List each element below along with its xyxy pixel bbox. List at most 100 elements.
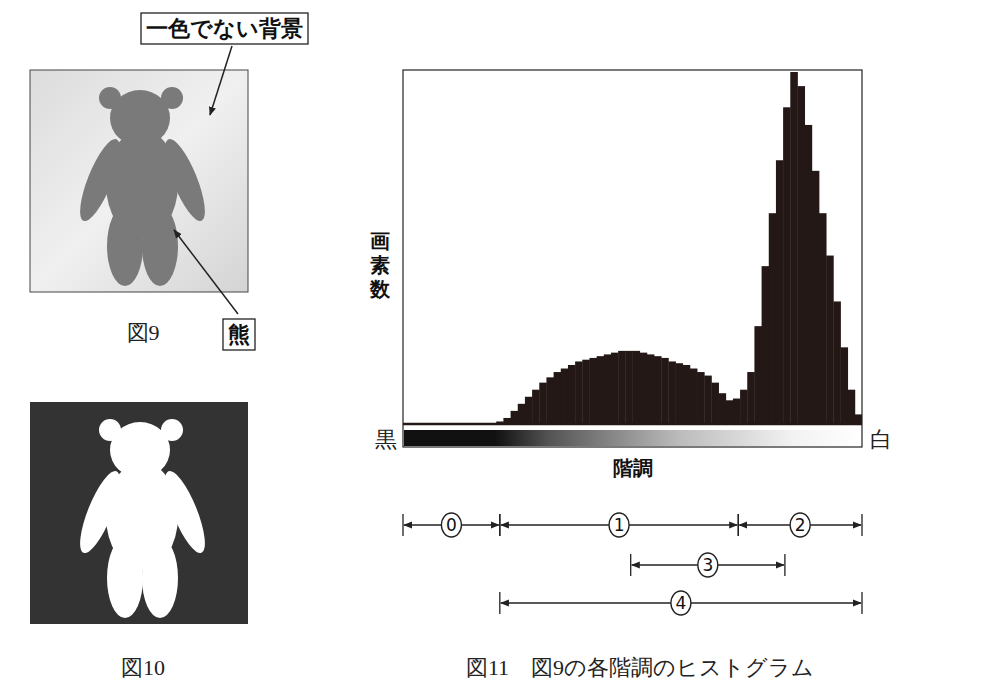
bar	[446, 425, 454, 426]
bar	[460, 425, 468, 426]
bar	[582, 360, 590, 425]
range-label: 2	[795, 515, 806, 535]
caption: 図10	[121, 655, 165, 680]
bar	[518, 404, 526, 425]
bar	[575, 361, 583, 425]
bar	[453, 425, 461, 426]
bar	[776, 160, 784, 425]
bear-part	[106, 462, 178, 570]
callout-box	[223, 319, 255, 350]
bar	[668, 361, 676, 425]
bar	[848, 390, 856, 425]
bar	[855, 414, 862, 425]
callout-arrow	[174, 230, 238, 314]
photo-background	[30, 70, 248, 292]
bar	[503, 418, 511, 425]
bar	[489, 425, 497, 426]
bracket-end	[738, 514, 739, 536]
mask-figure-10	[30, 402, 248, 624]
bracket-end	[784, 554, 785, 576]
bar	[762, 266, 770, 425]
bar	[604, 354, 612, 425]
bar	[661, 358, 669, 425]
range-bracket: 1	[500, 513, 738, 537]
bar	[618, 351, 626, 425]
bar	[425, 425, 433, 426]
range-bracket: 0	[403, 513, 500, 537]
bar	[805, 125, 813, 425]
bar	[819, 213, 827, 425]
label-circle	[671, 591, 691, 615]
bar	[439, 425, 447, 426]
caption: 図9	[127, 320, 160, 345]
tick-label: 黒	[375, 427, 397, 452]
bar	[554, 372, 562, 425]
bracket-end	[861, 514, 862, 536]
bar	[496, 421, 504, 425]
bar	[468, 425, 476, 426]
bar	[747, 372, 755, 425]
bar	[676, 363, 684, 425]
bar	[417, 425, 425, 426]
bar	[812, 171, 820, 425]
bar	[546, 377, 554, 425]
bar	[840, 347, 848, 425]
x-axis-title: 階調	[613, 456, 653, 480]
bar	[704, 376, 712, 425]
range-label: 1	[614, 515, 625, 535]
callout-label: 一色でない背景	[146, 16, 303, 41]
mask-background	[30, 402, 248, 624]
bar	[403, 425, 411, 426]
figure: 図9 一色でない背景熊図10 黒 白階調 画素数 0 1 2 34 図11 図9の各階調のヒストグ…	[0, 0, 1000, 695]
callout-label: 熊	[228, 322, 250, 347]
label-circle	[441, 513, 461, 537]
bear	[72, 87, 212, 286]
bar	[769, 213, 777, 425]
bar	[719, 393, 727, 425]
bar	[410, 425, 418, 426]
label-circle	[790, 513, 810, 537]
bar	[754, 326, 762, 425]
bar	[797, 86, 805, 425]
callout-box	[141, 13, 308, 44]
plot-frame	[403, 70, 862, 447]
bar	[740, 390, 748, 425]
bar	[633, 351, 641, 425]
bar	[711, 383, 719, 425]
bear-part	[110, 90, 170, 146]
label-circle	[698, 553, 718, 577]
bracket-end	[499, 592, 500, 614]
bracket-end	[738, 514, 739, 536]
range-label: 3	[702, 555, 713, 575]
photo-figure-9	[30, 70, 248, 292]
bracket-end	[861, 592, 862, 614]
bars	[403, 72, 862, 425]
bar	[539, 383, 547, 425]
range-bracket: 2	[738, 513, 862, 537]
bar	[475, 425, 483, 426]
bar	[683, 365, 691, 425]
bar	[654, 356, 662, 425]
bar	[532, 390, 540, 425]
range-bracket: 3	[631, 553, 785, 577]
tone-bar	[404, 430, 861, 446]
bar	[733, 399, 741, 425]
bar	[625, 351, 633, 425]
tick-label: 白	[870, 427, 892, 452]
bar	[611, 353, 619, 425]
bar	[690, 369, 698, 425]
bar	[597, 356, 605, 425]
bear-mask	[72, 419, 212, 618]
bar	[589, 358, 597, 425]
bar	[647, 354, 655, 425]
y-axis-title: 画素数	[369, 229, 391, 301]
range-label: 4	[675, 593, 686, 613]
bracket-end	[499, 514, 500, 536]
range-label: 0	[446, 515, 457, 535]
chart-title: 図11 図9の各階調のヒストグラム	[466, 655, 814, 680]
range-bracket: 4	[500, 591, 862, 615]
bar	[790, 72, 798, 425]
bar	[482, 425, 490, 426]
bar	[561, 369, 569, 425]
bar	[697, 372, 705, 425]
